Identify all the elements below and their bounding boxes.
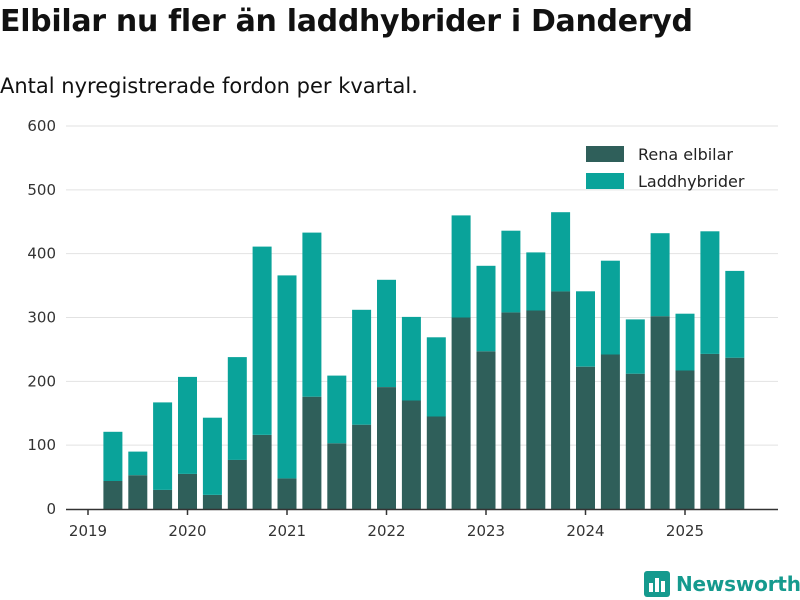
bar-rena-elbilar-2022-Q3 (426, 416, 446, 509)
bar-rena-elbilar-2022-Q4 (451, 317, 471, 509)
bars (103, 212, 745, 509)
bar-rena-elbilar-2021-Q2 (302, 396, 322, 509)
x-tick-label: 2025 (666, 522, 704, 540)
x-tick-label: 2021 (268, 522, 306, 540)
bar-laddhybrider-2025-Q1 (675, 313, 695, 371)
bar-laddhybrider-2023-Q4 (551, 212, 571, 292)
bar-laddhybrider-2024-Q1 (576, 291, 595, 367)
bar-laddhybrider-2022-Q4 (451, 215, 471, 318)
bar-rena-elbilar-2021-Q4 (352, 424, 372, 509)
y-tick-label: 300 (27, 309, 56, 327)
bar-laddhybrider-2024-Q4 (650, 233, 670, 317)
bar-laddhybrider-2020-Q1 (178, 376, 197, 474)
y-tick-label: 100 (27, 436, 56, 454)
bar-laddhybrider-2024-Q2 (600, 260, 620, 355)
bar-laddhybrider-2019-Q3 (128, 451, 148, 476)
bar-rena-elbilar-2024-Q1 (576, 366, 595, 509)
legend-swatch (586, 146, 624, 162)
y-tick-label: 0 (46, 500, 56, 518)
legend-label: Rena elbilar (638, 145, 733, 164)
bar-laddhybrider-2023-Q2 (501, 230, 521, 313)
chart-title: Elbilar nu fler än laddhybrider i Dander… (0, 4, 693, 39)
bar-laddhybrider-2022-Q1 (377, 279, 396, 387)
bar-rena-elbilar-2020-Q2 (202, 495, 222, 509)
bar-laddhybrider-2022-Q2 (401, 316, 421, 401)
bar-rena-elbilar-2023-Q4 (551, 291, 571, 509)
brand-name: Newsworthy (676, 572, 800, 596)
y-tick-label: 200 (27, 372, 56, 390)
bar-laddhybrider-2025-Q3 (725, 270, 745, 358)
x-tick-label: 2019 (69, 522, 107, 540)
bar-laddhybrider-2021-Q3 (327, 375, 347, 444)
bar-rena-elbilar-2022-Q1 (377, 387, 396, 509)
bar-laddhybrider-2021-Q2 (302, 232, 322, 397)
bar-laddhybrider-2021-Q1 (277, 275, 297, 479)
bar-rena-elbilar-2019-Q3 (128, 475, 148, 509)
bar-rena-elbilar-2021-Q3 (327, 443, 347, 509)
legend-swatch (586, 173, 624, 189)
legend-label: Laddhybrider (638, 172, 745, 191)
y-tick-label: 500 (27, 181, 56, 199)
x-tick-label: 2023 (467, 522, 505, 540)
bar-rena-elbilar-2023-Q3 (526, 310, 546, 509)
bar-rena-elbilar-2020-Q1 (178, 473, 197, 509)
bar-rena-elbilar-2025-Q3 (725, 357, 745, 509)
bar-rena-elbilar-2023-Q2 (501, 312, 521, 509)
chart-subtitle: Antal nyregistrerade fordon per kvartal. (0, 74, 418, 98)
bar-chart-icon (644, 571, 670, 597)
y-tick-label: 400 (27, 245, 56, 263)
bar-rena-elbilar-2024-Q4 (650, 316, 670, 509)
bar-laddhybrider-2020-Q2 (202, 417, 222, 495)
bar-laddhybrider-2021-Q4 (352, 309, 372, 425)
x-tick-label: 2022 (367, 522, 405, 540)
bar-rena-elbilar-2024-Q2 (600, 354, 620, 509)
bar-rena-elbilar-2021-Q1 (277, 478, 297, 509)
bar-laddhybrider-2020-Q3 (227, 357, 247, 460)
x-tick-label: 2020 (168, 522, 206, 540)
bar-rena-elbilar-2022-Q2 (401, 400, 421, 509)
bar-rena-elbilar-2025-Q2 (700, 353, 720, 509)
bar-laddhybrider-2019-Q2 (103, 431, 123, 481)
bar-rena-elbilar-2023-Q1 (476, 351, 496, 509)
bar-rena-elbilar-2020-Q4 (252, 435, 272, 509)
newsworthy-logo: Newsworthy (644, 568, 800, 600)
bar-rena-elbilar-2019-Q2 (103, 480, 123, 509)
bar-laddhybrider-2022-Q3 (426, 337, 446, 417)
y-tick-label: 600 (27, 117, 56, 135)
legend: Rena elbilar Laddhybrider (586, 145, 745, 191)
x-tick-label: 2024 (566, 522, 604, 540)
bar-rena-elbilar-2019-Q4 (153, 489, 173, 509)
bar-laddhybrider-2023-Q1 (476, 265, 496, 352)
axes: 0 100 200 300 400 500 600 2019 2020 2021 2022 2023 2… (27, 117, 778, 540)
bar-laddhybrider-2019-Q4 (153, 402, 173, 490)
bar-laddhybrider-2024-Q3 (625, 319, 645, 374)
bar-laddhybrider-2020-Q4 (252, 246, 272, 435)
bar-laddhybrider-2023-Q3 (526, 252, 546, 311)
bar-rena-elbilar-2025-Q1 (675, 370, 695, 509)
bar-laddhybrider-2025-Q2 (700, 231, 720, 354)
bar-rena-elbilar-2024-Q3 (625, 373, 645, 509)
bar-rena-elbilar-2020-Q3 (227, 459, 247, 509)
